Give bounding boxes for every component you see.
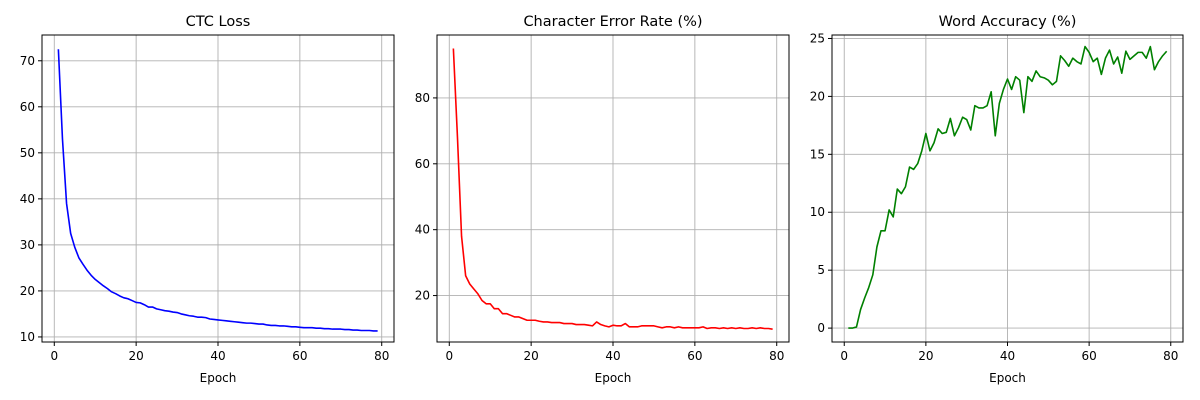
- y-tick-label: 0: [817, 321, 825, 335]
- chart-panel-0: 0 20 40 60 80 10 20 30 40 50 60 70 CTC Loss Epoch: [20, 14, 395, 385]
- y-tick-label: 80: [415, 91, 430, 105]
- series-line: [57, 49, 378, 332]
- y-tick-label: 20: [415, 289, 430, 303]
- x-tick-label: 0: [840, 349, 848, 363]
- y-tick-label: 50: [20, 146, 35, 160]
- y-tick-label: 40: [20, 192, 35, 206]
- y-tick-label: 60: [20, 100, 35, 114]
- y-tick-label: 20: [20, 284, 35, 298]
- x-tick-label: 0: [50, 349, 58, 363]
- x-axis-label: Epoch: [595, 371, 632, 385]
- chart-title: Word Accuracy (%): [939, 14, 1077, 30]
- x-axis-label: Epoch: [200, 371, 237, 385]
- chart-panel-2: 0 20 40 60 80 0 5 10 15 20 25 Word Accuracy (%) Epoc…: [810, 14, 1184, 385]
- x-tick-label: 80: [374, 349, 389, 363]
- y-tick-label: 20: [810, 89, 825, 103]
- y-tick-label: 5: [817, 263, 825, 277]
- x-tick-label: 20: [523, 349, 538, 363]
- x-tick-label: 80: [769, 349, 784, 363]
- x-axis-label: Epoch: [989, 371, 1026, 385]
- y-tick-label: 10: [810, 205, 825, 219]
- x-tick-label: 20: [918, 349, 933, 363]
- y-tick-label: 25: [810, 31, 825, 45]
- chart-panel-1: 0 20 40 60 80 20 40 60 80 Character Error Rate (%…: [415, 14, 790, 385]
- x-tick-label: 40: [1000, 349, 1015, 363]
- x-tick-label: 80: [1163, 349, 1178, 363]
- x-tick-label: 40: [605, 349, 620, 363]
- y-tick-label: 15: [810, 147, 825, 161]
- y-tick-label: 60: [415, 157, 430, 171]
- x-tick-label: 20: [128, 349, 143, 363]
- x-tick-label: 60: [687, 349, 702, 363]
- y-tick-label: 40: [415, 223, 430, 237]
- series-line: [848, 45, 1168, 329]
- y-tick-label: 10: [20, 330, 35, 344]
- x-tick-label: 60: [292, 349, 307, 363]
- series-line: [452, 48, 773, 330]
- y-tick-label: 70: [20, 54, 35, 68]
- x-tick-label: 0: [445, 349, 453, 363]
- chart-title: CTC Loss: [186, 14, 251, 30]
- x-tick-label: 40: [210, 349, 225, 363]
- x-tick-label: 60: [1081, 349, 1096, 363]
- y-tick-label: 30: [20, 238, 35, 252]
- chart-title: Character Error Rate (%): [523, 14, 702, 30]
